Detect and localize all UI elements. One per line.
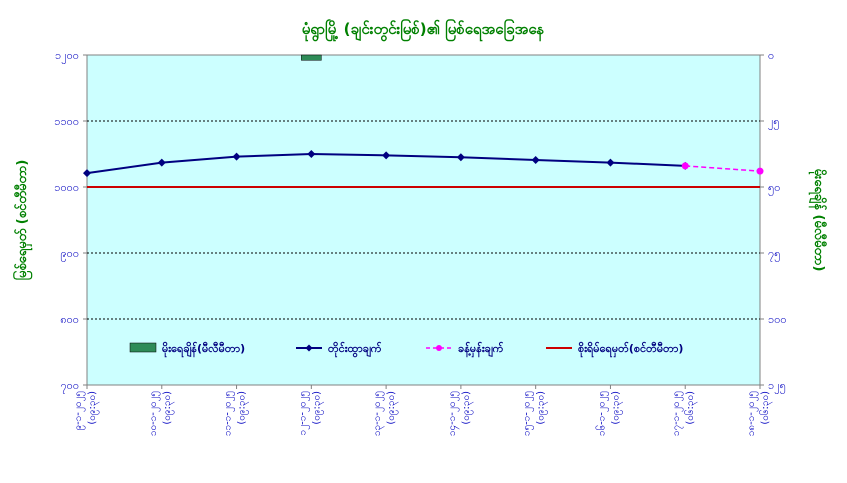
observed-point — [232, 152, 241, 161]
y-tick-right-label: ၁၂၅ — [768, 379, 786, 394]
legend-label: မိုးရေချိန်(မီလီမီတာ) — [162, 341, 245, 358]
x-tick-date: ၁၄-၁-၂၀၂၅ — [447, 391, 460, 436]
x-tick-label: ၁၀-၁-၂၀၂၅ (၀၉:၃၀) — [148, 391, 175, 436]
x-tick-time: (၀၉:၃၀) — [536, 391, 549, 425]
x-tick-time: (၀၉:၃၀) — [386, 391, 399, 425]
x-tick-time: (၀၉:၃၀) — [87, 391, 100, 425]
plot-area — [86, 54, 761, 386]
observed-point — [606, 158, 615, 167]
x-tick-label: ၁၅-၁-၂၀၂၅ (၀၉:၃၀) — [522, 391, 549, 436]
x-tick-time: (၀၉:၃၀) — [162, 391, 175, 425]
observed-point — [157, 158, 166, 167]
observed-point — [307, 150, 316, 158]
x-axis: ၉-၁-၂၀၂၅ (၀၉:၃၀) ၁၀-၁-၂၀၂၅ (၀၉:၃၀) ၁၁-၁-၂၀၂၅… — [73, 385, 773, 436]
x-tick-date: ၉-၁-၂၀၂၅ — [73, 391, 86, 431]
y-tick-right-label: ၂၅ — [768, 115, 780, 130]
y-tick-right-label: ၁၀၀ — [768, 313, 787, 326]
x-tick-label: ၁၈-၁-၂၀၂၅ (၀၆:၃၀) — [746, 391, 773, 436]
x-tick-date: ၁၁-၁-၂၀၂၅ — [223, 391, 236, 436]
x-tick-label: ၉-၁-၂၀၂၅ (၀၉:၃၀) — [73, 391, 100, 431]
x-tick-label: ၁၁-၁-၂၀၂၅ (၀၉:၃၀) — [223, 391, 250, 436]
legend-label: ခန့်မှန်းချက် — [458, 341, 504, 358]
forecast-point — [756, 167, 764, 175]
x-tick-label: ၁၃-၁-၂၀၂၅ (၀၉:၃၀) — [372, 391, 399, 436]
x-tick-time: (၀၉:၃၀) — [237, 391, 250, 425]
observed-point — [456, 153, 465, 162]
y-tick-left-label: ၁၂၀၀ — [55, 49, 79, 64]
x-tick-date: ၁၆-၁-၂၀၂၅ — [594, 391, 609, 436]
y-tick-right-label: ၀ — [768, 49, 774, 62]
y-tick-right-label: ၇၅ — [768, 247, 780, 262]
legend-marker-forecast — [436, 345, 442, 351]
y-tick-right-label: ၅၀ — [768, 181, 780, 196]
forecast-point — [681, 162, 689, 170]
x-tick-time: (၀၆:၃၀) — [683, 391, 698, 425]
legend-label: စိုးရိမ်ရေမှတ်(စင်တီမီတာ) — [578, 341, 683, 358]
x-tick-label: ၁၇-၁-၂၀၂၅ (၀၆:၃၀) — [671, 391, 698, 436]
y-tick-left-label: ၁၀၀၀ — [54, 181, 79, 194]
x-tick-time: (၀၉:၃၀) — [311, 391, 324, 425]
observed-point — [83, 169, 91, 178]
x-tick-date: ၁၇-၁-၂၀၂၅ — [671, 391, 684, 436]
x-tick-label: ၁၄-၁-၂၀၂၅ (၀၉:၃၀) — [447, 391, 474, 436]
rainfall-bar — [301, 54, 322, 61]
legend-swatch-rainfall — [129, 342, 157, 353]
x-tick-date: ၁၂-၁-၂၀၂၅ — [297, 391, 310, 435]
series-marks — [83, 54, 764, 188]
legend: မိုးရေချိန်(မီလီမီတာ) တိုင်းထွာချက် ခန့်မှ… — [129, 341, 683, 358]
y-tick-left-label: ၉၀၀ — [60, 247, 79, 262]
y-axis-left-title: မြစ်ရေမှတ် (စင်တီမီတာ) — [12, 160, 33, 281]
y-tick-left-label: ၇၀၀ — [60, 379, 79, 394]
y-tick-left-label: ၁၁၀၀ — [54, 115, 79, 128]
x-tick-date: ၁၅-၁-၂၀၂၅ — [522, 391, 535, 436]
x-tick-time: (၀၉:၃၀) — [461, 391, 474, 425]
x-tick-date: ၁၀-၁-၂၀၂၅ — [148, 391, 161, 436]
x-tick-label: ၁၆-၁-၂၀၂၅ (၀၉:၃၀) — [594, 391, 623, 436]
x-tick-label: ၁၂-၁-၂၀၂၅ (၀၉:၃၀) — [297, 391, 324, 436]
legend-label: တိုင်းထွာချက် — [328, 341, 382, 358]
x-tick-time: (၀၉:၃၀) — [610, 391, 623, 425]
observed-point — [382, 151, 391, 160]
x-tick-date: ၁၃-၁-၂၀၂၅ — [372, 391, 385, 436]
legend-marker-observed — [305, 344, 313, 352]
x-tick-time: (၀၆:၃၀) — [758, 391, 773, 425]
y-tick-left-label: ၈၀၀ — [60, 313, 79, 326]
forecast-line — [685, 165, 761, 172]
y-axis-right-title: မိုးရေချိန် (မီလီမီတာ) — [808, 169, 828, 272]
observed-point — [531, 155, 540, 164]
x-tick-date: ၁၈-၁-၂၀၂၅ — [746, 391, 759, 436]
